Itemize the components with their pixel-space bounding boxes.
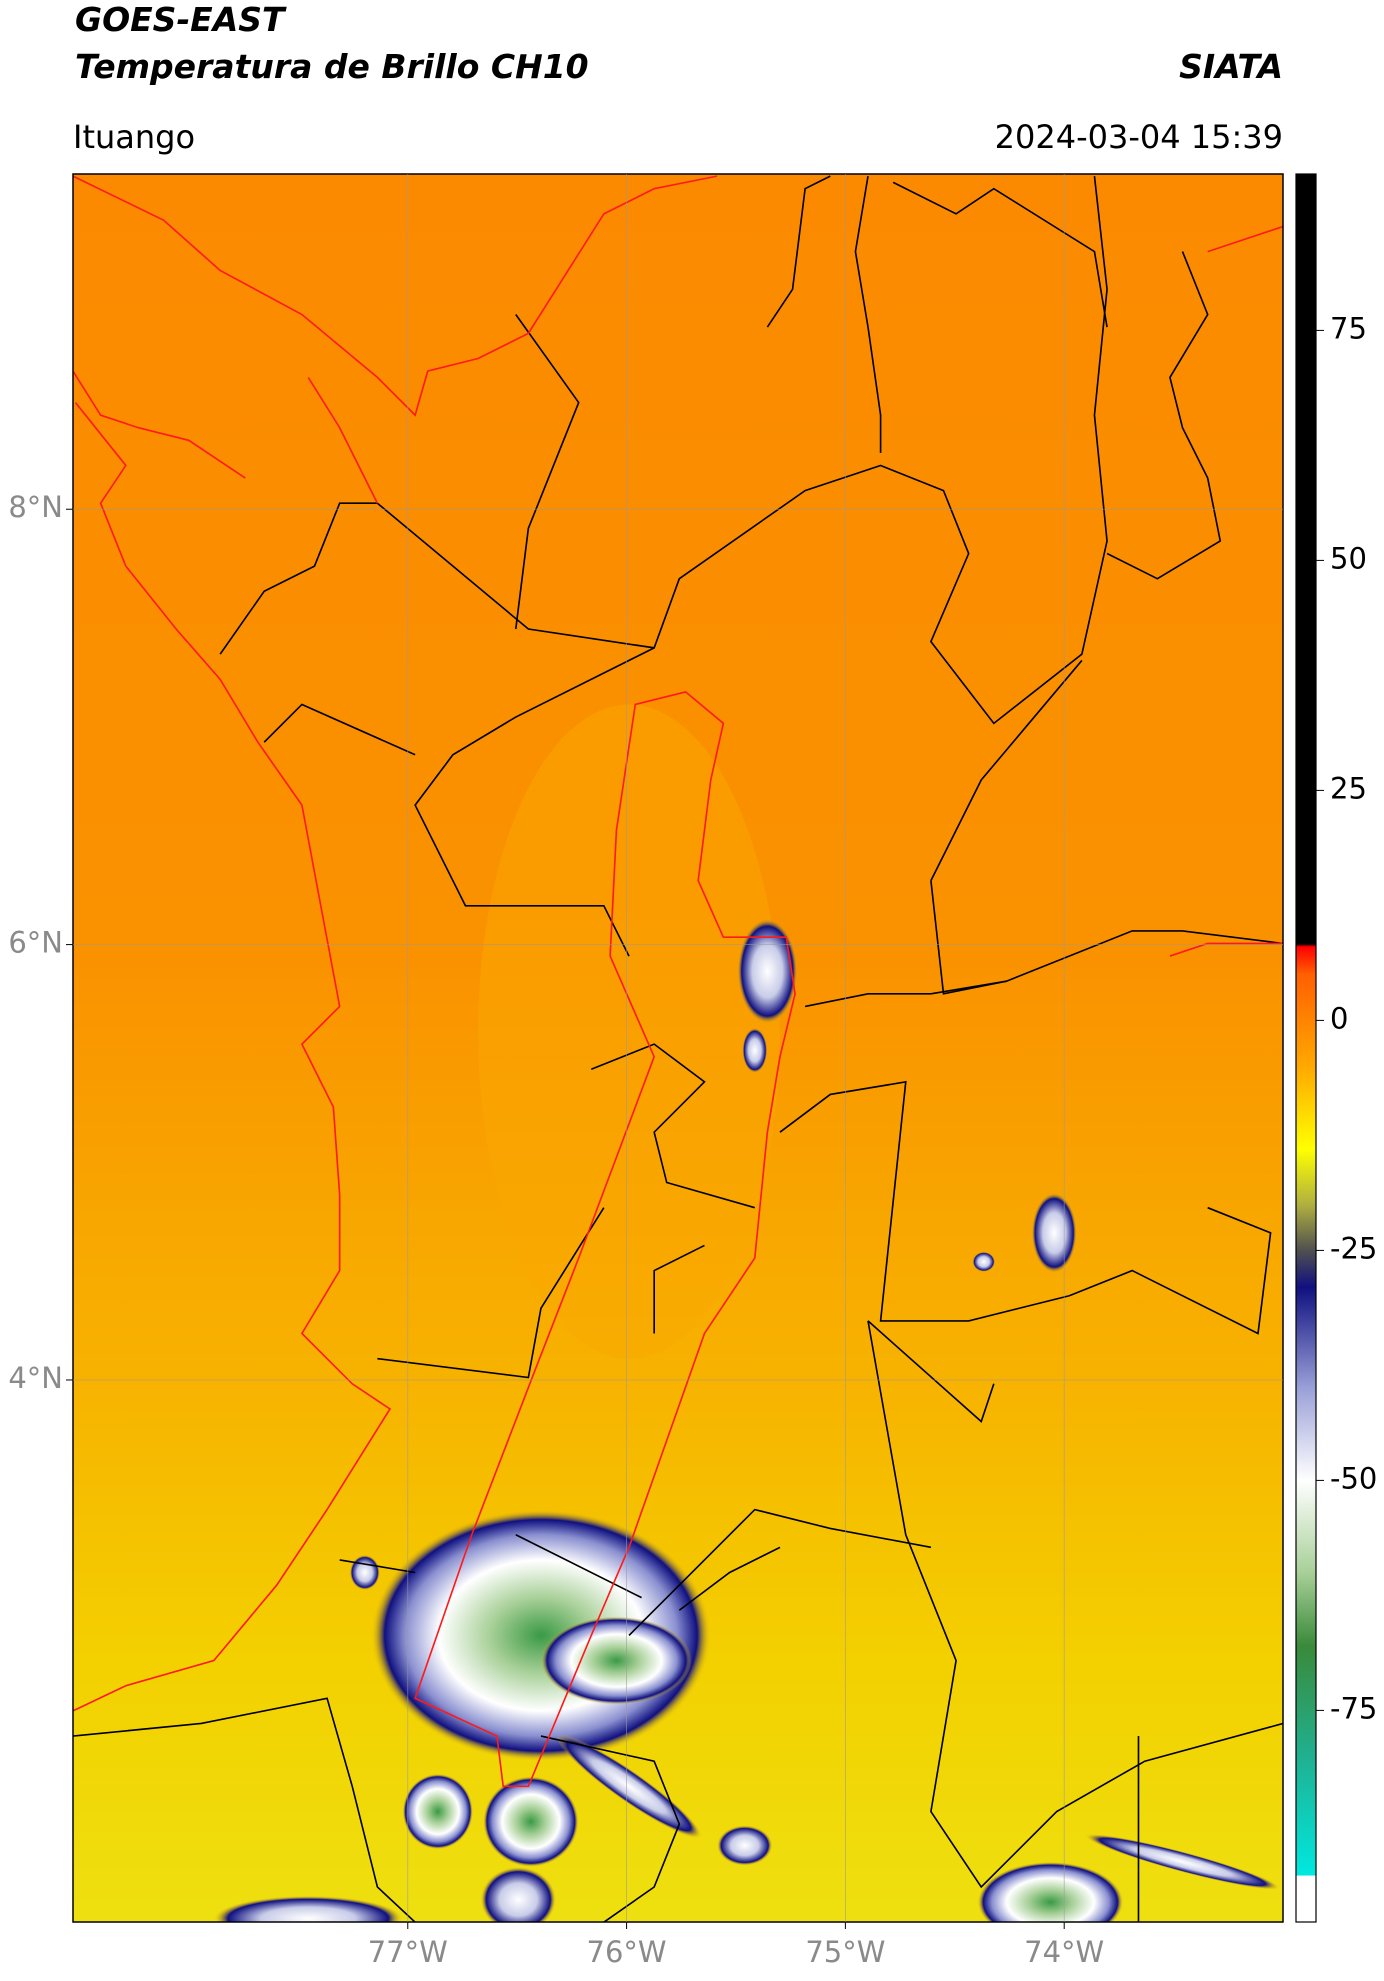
border [779,980,1272,1335]
source: SIATA [1179,47,1283,86]
basin-outline [414,691,796,1788]
colorbar-tick-label: 50 [1330,541,1367,575]
y-tick-label: 6°N [8,926,63,960]
cloud [483,1776,579,1867]
border [628,1508,932,1636]
border [219,502,416,756]
cloud [349,1554,380,1591]
colorbar-tick-label: 25 [1330,771,1367,805]
y-tick-label: 8°N [8,490,63,524]
border [892,181,1222,580]
storm-cloud [540,1616,692,1705]
border [376,176,1108,725]
cloud [972,1251,996,1272]
cloud [1031,1192,1077,1274]
cloud [717,1825,773,1866]
x-tick-label: 74°W [1024,1935,1104,1969]
y-tick-label: 4°N [8,1361,63,1395]
border [514,175,882,630]
cloud [977,1861,1124,1923]
cloud [402,1773,474,1850]
border [377,1043,756,1379]
border [867,1320,1284,1889]
colorbar-tick-label: -75 [1330,1691,1377,1725]
x-tick-label: 77°W [368,1935,448,1969]
coastline [72,175,718,417]
cloud [213,1895,403,1923]
datetime: 2024-03-04 15:39 [995,118,1283,156]
colorbar-tick-label: 75 [1330,311,1367,345]
colorbar-tick-label: 0 [1330,1001,1348,1035]
cloud-streak [556,1734,702,1839]
colorbar [1295,173,1317,1923]
coastline [307,225,1284,957]
subtitle: Temperatura de Brillo CH10 [75,47,589,86]
colorbar-tick-label: -50 [1330,1461,1377,1495]
cloud [737,918,798,1025]
border [72,1697,681,1923]
border [339,1320,1140,1923]
colorbar-tick-label: -25 [1330,1231,1377,1265]
map-frame [72,173,1284,1923]
location: Ituango [73,118,195,156]
x-tick-label: 76°W [587,1935,667,1969]
border [414,647,655,957]
cloud [480,1866,557,1923]
coastline [72,370,392,1712]
border [930,659,1284,995]
cloud-streak [1085,1834,1280,1890]
warm-band [478,704,780,1359]
title: GOES-EAST [75,0,287,39]
map-image [72,173,1284,1923]
cloud [742,1027,768,1074]
x-tick-label: 75°W [805,1935,885,1969]
